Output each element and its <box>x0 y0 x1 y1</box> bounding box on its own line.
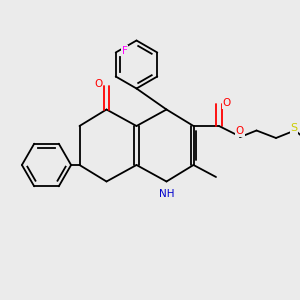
Text: S: S <box>290 123 298 134</box>
Text: O: O <box>236 126 244 136</box>
Text: O: O <box>94 79 102 89</box>
Text: NH: NH <box>159 189 174 199</box>
Text: O: O <box>222 98 231 109</box>
Text: F: F <box>122 46 128 56</box>
